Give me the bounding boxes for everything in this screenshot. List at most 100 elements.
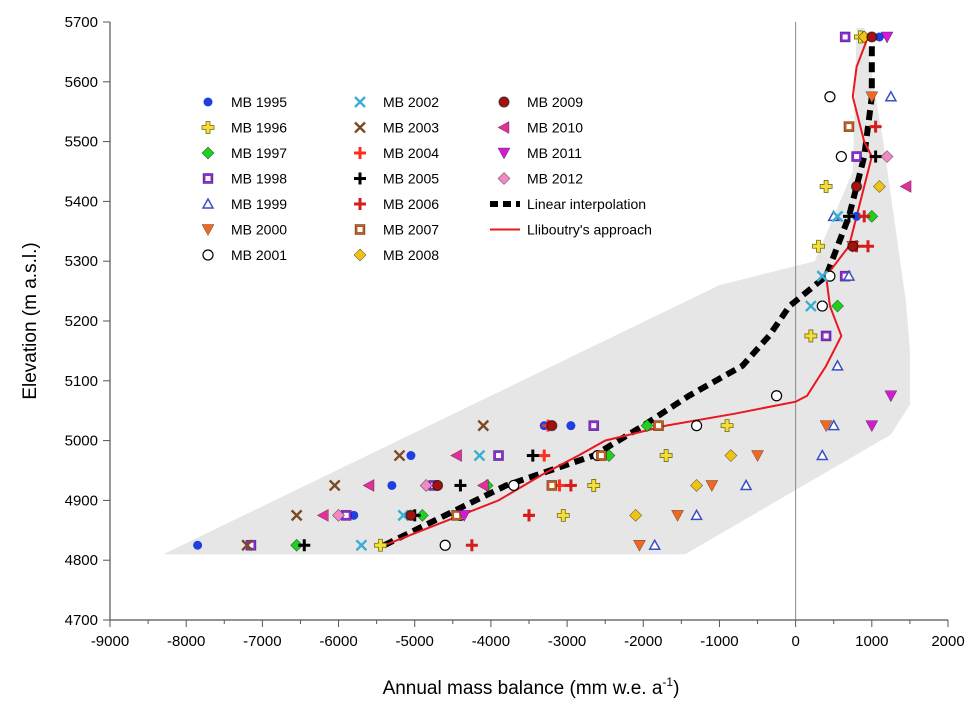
dot-shape — [193, 540, 203, 550]
circle-shape — [690, 420, 703, 432]
mb-2009-point — [431, 479, 444, 492]
diamond-shape — [353, 248, 367, 262]
mb-2011-point — [865, 420, 879, 433]
mb-2008-point — [724, 449, 738, 462]
square-inner — [357, 227, 363, 232]
mb-2009-point — [546, 420, 558, 432]
mb-1998-point — [820, 330, 832, 342]
triangle-down-shape — [865, 91, 879, 104]
mb-1995-point — [406, 451, 416, 461]
mb-1999-point — [884, 90, 898, 102]
diamond-shape — [497, 172, 511, 185]
mb-2002-point — [473, 449, 486, 462]
mb-1996-point — [720, 419, 734, 433]
legend-marker-mb-1996 — [201, 121, 215, 134]
y-tick-label: 4700 — [65, 612, 98, 629]
mb-2010-point — [450, 449, 462, 462]
mb-1999-point — [827, 419, 841, 431]
x-tick-label: 2000 — [931, 633, 964, 650]
legend-label-mb-2001: MB 2001 — [231, 247, 287, 263]
circle-shape — [770, 390, 783, 402]
x-tick-label: -3000 — [548, 633, 586, 650]
legend-marker-mb-2010 — [497, 121, 510, 134]
mb-2005-point — [454, 479, 467, 492]
legend-label-mb-2003: MB 2003 — [383, 120, 439, 136]
diamond-shape — [290, 538, 304, 552]
legend-marker-mb-2008 — [353, 248, 367, 262]
points-layer — [193, 30, 912, 552]
mb-1995-point — [193, 540, 203, 550]
mb-1996-point — [587, 479, 601, 492]
x-stroke — [473, 449, 486, 462]
triangle-left-shape — [316, 508, 329, 522]
y-tick-label: 5500 — [65, 134, 98, 151]
legend-label-mb-1997: MB 1997 — [231, 145, 287, 161]
mb-2010-point — [362, 479, 375, 492]
mb-2000-point — [705, 480, 719, 492]
mb-2005-point — [842, 210, 855, 223]
mb-1998-point — [588, 420, 600, 431]
mb-2001-point — [835, 150, 847, 163]
envelope-layer — [163, 27, 910, 555]
legend-marker-mb-1995 — [203, 97, 213, 107]
square-inner — [591, 423, 597, 429]
x-stroke — [355, 539, 368, 552]
mb-2009-point — [850, 180, 863, 193]
mb-2003-point — [393, 449, 406, 462]
mb-1999-point — [739, 478, 753, 491]
square-inner — [549, 482, 555, 488]
plus-shape — [659, 449, 673, 462]
mb-2007-point — [546, 480, 558, 491]
plus-shape — [819, 180, 833, 193]
mb-2007-point — [596, 450, 607, 461]
y-tick-label: 5000 — [65, 433, 98, 450]
legend-label-mb-1999: MB 1999 — [231, 196, 287, 212]
axes-layer: -9000 -8000 -7000 -6000 -5000 -4000 -3000 -2000… — [65, 14, 965, 650]
triangle-down-shape — [705, 480, 719, 492]
uncertainty-envelope — [163, 27, 910, 555]
circle-shape — [835, 150, 847, 163]
legend-marker-mb-2007 — [354, 224, 366, 235]
mb-2009-point — [866, 31, 878, 43]
mb-1995-point — [852, 211, 862, 221]
x-tick-label: 1000 — [855, 633, 888, 650]
mb-1995-point — [874, 32, 884, 42]
mb-1999-point — [648, 538, 661, 550]
square-inner — [496, 453, 502, 459]
triangle-down-shape — [671, 510, 684, 522]
triangle-down-shape — [865, 420, 879, 433]
mb-1996-point — [812, 239, 825, 253]
circle-shape — [431, 479, 444, 492]
circle-shape — [546, 420, 558, 432]
y-tick-label: 5700 — [65, 14, 98, 31]
y-tick-label: 5600 — [65, 74, 98, 91]
mb-2010-point — [476, 479, 489, 492]
diamond-shape — [865, 209, 879, 223]
mb-1995-point — [349, 510, 359, 520]
mb-2006-point — [523, 509, 535, 522]
mb-2001-point — [816, 300, 828, 312]
diamond-shape — [332, 508, 345, 522]
x-axis-title: Annual mass balance (mm w.e. a-1) — [383, 675, 680, 699]
x-stroke — [354, 96, 366, 108]
mb-2002-point — [805, 300, 817, 312]
mb-1997-point — [415, 508, 429, 522]
legend-marker-mb-2005 — [354, 172, 366, 185]
mb-1995-point — [566, 421, 576, 431]
triangle-down-shape — [201, 224, 215, 237]
mb-2001-point — [439, 539, 451, 551]
mb-2003-point — [290, 509, 303, 522]
mb-2009-point — [847, 240, 859, 252]
triangle-shape — [884, 90, 898, 102]
mb-2001-point — [508, 479, 520, 492]
legend-label-mb-2000: MB 2000 — [231, 222, 287, 238]
legend-label-mb-2012: MB 2012 — [527, 171, 583, 187]
plus-shape — [812, 239, 825, 253]
mb-2008-point — [873, 180, 886, 193]
mb-2002-point — [355, 539, 368, 552]
mb-2011-point — [457, 510, 471, 522]
legend-marker-mb-2000 — [201, 224, 215, 237]
mb-2005-point — [526, 449, 539, 462]
legend-marker-mb-2003 — [354, 121, 366, 134]
